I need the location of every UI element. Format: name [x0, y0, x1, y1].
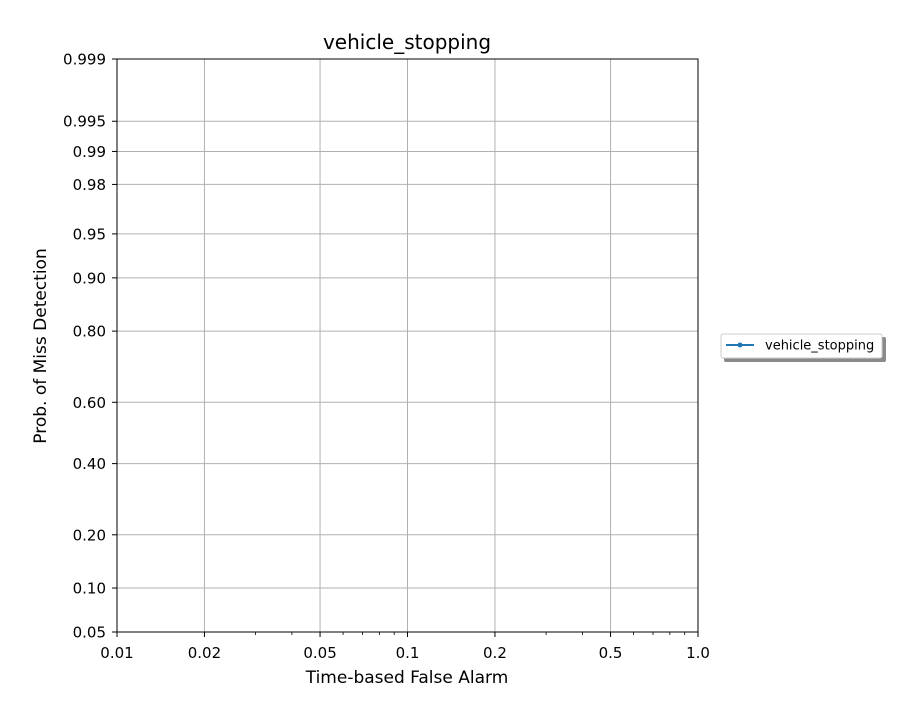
- y-tick-label: 0.20: [73, 526, 106, 544]
- x-tick-label: 0.02: [188, 644, 221, 662]
- x-tick-label: 0.2: [483, 644, 507, 662]
- x-tick-label: 0.5: [599, 644, 623, 662]
- legend-series-label: vehicle_stopping: [765, 339, 874, 354]
- legend: vehicle_stopping: [720, 333, 886, 362]
- x-tick-label: 1.0: [686, 644, 710, 662]
- chart-title: vehicle_stopping: [323, 30, 491, 54]
- x-tick-label: 0.05: [303, 644, 336, 662]
- y-axis-label: Prob. of Miss Detection: [31, 248, 51, 443]
- x-tick-label: 0.01: [100, 644, 133, 662]
- x-tick-label: 0.1: [396, 644, 420, 662]
- y-tick-label: 0.999: [63, 51, 106, 69]
- x-axis: 0.01 0.02 0.05 0.1 0.2 0.5 1.0: [100, 632, 710, 662]
- y-tick-label: 0.90: [73, 269, 106, 287]
- y-tick-label: 0.40: [73, 455, 106, 473]
- y-tick-label: 0.98: [73, 176, 106, 194]
- y-tick-label: 0.80: [73, 323, 106, 341]
- legend-series-marker: [737, 342, 743, 348]
- y-tick-label: 0.10: [73, 580, 106, 598]
- x-axis-label: Time-based False Alarm: [305, 668, 509, 688]
- y-tick-label: 0.99: [73, 143, 106, 161]
- y-tick-label: 0.95: [73, 225, 106, 243]
- y-tick-label: 0.995: [63, 113, 106, 131]
- y-axis: 0.05 0.10 0.20 0.40 0.60 0.80 0.90 0.95 0.98 0.99…: [63, 51, 117, 642]
- grid-lines: [116, 58, 699, 633]
- y-tick-label: 0.60: [73, 394, 106, 412]
- legend-box: [720, 333, 883, 359]
- y-tick-label: 0.05: [73, 624, 106, 642]
